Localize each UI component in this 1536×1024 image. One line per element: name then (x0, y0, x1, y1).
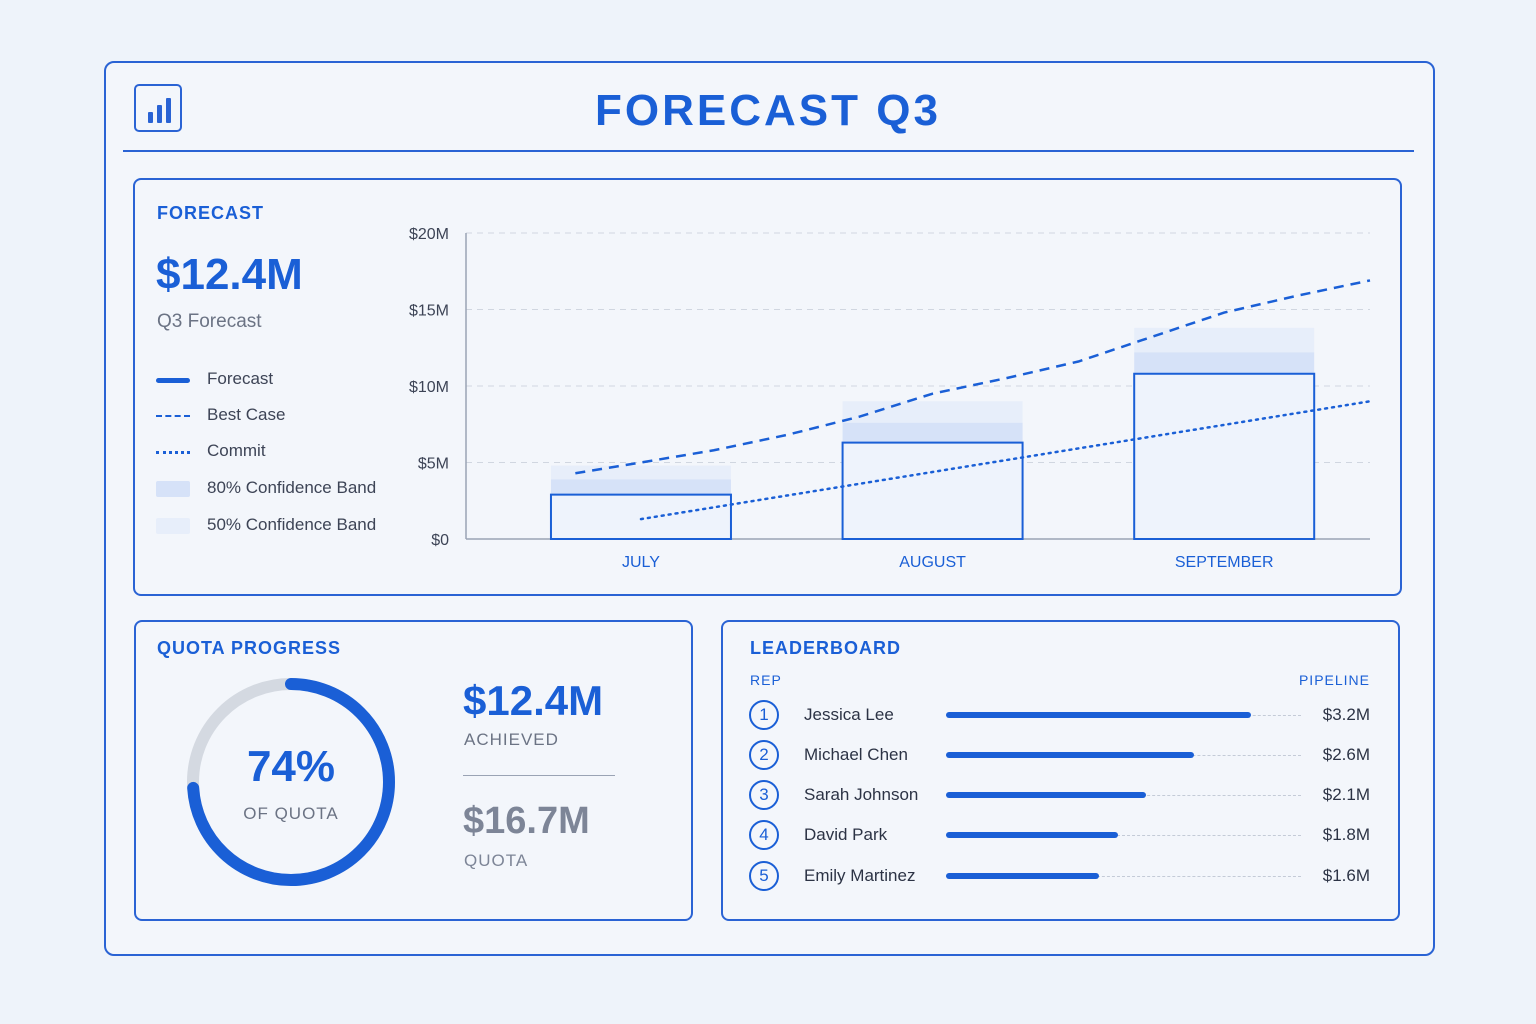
rep-name: Sarah Johnson (804, 785, 919, 804)
rep-name: Michael Chen (804, 745, 908, 764)
quota-section-label: QUOTA PROGRESS (157, 638, 342, 658)
legend-item-best-case: Best Case (156, 405, 396, 427)
legend-item-band-80: 80% Confidence Band (156, 478, 396, 500)
x-tick-label: JULY (622, 554, 660, 571)
forecast-section-label: FORECAST (157, 203, 264, 223)
band-50 (842, 401, 1023, 423)
quota-percent-label: OF QUOTA (243, 804, 339, 823)
pipeline-bar (946, 792, 1147, 798)
x-tick-label: SEPTEMBER (1175, 554, 1274, 571)
leaderboard-row[interactable]: 2 Michael Chen $2.6M (749, 740, 1374, 772)
rank-badge: 3 (749, 780, 779, 810)
commit-line (639, 400, 1372, 521)
legend-swatch-dotted (156, 451, 190, 454)
pipeline-bar (946, 873, 1099, 879)
best-case-line (575, 279, 1371, 475)
rank-badge: 5 (749, 861, 779, 891)
legend-swatch-solid (156, 378, 190, 383)
y-tick-label: $5M (418, 456, 449, 473)
leaderboard-row[interactable]: 5 Emily Martinez $1.6M (749, 861, 1374, 893)
pipeline-value: $1.8M (1322, 825, 1370, 844)
legend-swatch-band-50 (156, 518, 190, 534)
legend-swatch-band-80 (156, 481, 190, 497)
pipeline-value: $2.6M (1322, 745, 1370, 764)
leaderboard-panel (721, 620, 1400, 921)
forecast-bar (841, 441, 1024, 540)
page-title: FORECAST Q3 (595, 86, 941, 135)
y-tick-label: $0 (431, 532, 449, 549)
leaderboard-row[interactable]: 4 David Park $1.8M (749, 820, 1374, 852)
legend-label: Commit (207, 441, 266, 460)
pipeline-track (946, 835, 1301, 836)
bar-chart-icon[interactable] (134, 84, 182, 132)
pipeline-value: $1.6M (1322, 866, 1370, 885)
quota-panel (134, 620, 693, 921)
rep-name: Jessica Lee (804, 705, 894, 724)
pipeline-bar (946, 752, 1194, 758)
donut-progress-arc (187, 678, 395, 886)
legend-item-forecast: Forecast (156, 369, 396, 391)
quota-percent: 74% (246, 742, 336, 791)
band-80 (550, 479, 731, 495)
legend-label: 50% Confidence Band (207, 515, 377, 534)
pipeline-bar (946, 832, 1118, 838)
x-tick-label: AUGUST (899, 554, 966, 571)
rank-badge: 2 (749, 740, 779, 770)
leaderboard-row[interactable]: 3 Sarah Johnson $2.1M (749, 780, 1374, 812)
legend-label: Best Case (207, 405, 286, 424)
y-tick-label: $20M (409, 226, 449, 243)
y-tick-label: $15M (409, 303, 449, 320)
quota-donut (187, 678, 395, 886)
band-80 (842, 422, 1023, 443)
pipeline-value: $2.1M (1322, 785, 1370, 804)
forecast-bar (549, 493, 732, 541)
pipeline-track (946, 876, 1301, 877)
rep-name: David Park (804, 825, 888, 844)
quota-divider (463, 775, 615, 776)
band-80 (1134, 352, 1315, 374)
forecast-bar (1133, 372, 1316, 541)
forecast-value-label: Q3 Forecast (157, 311, 262, 332)
leaderboard-row[interactable]: 1 Jessica Lee $3.2M (749, 700, 1374, 732)
legend-item-commit: Commit (156, 441, 396, 463)
legend-label: Forecast (207, 369, 274, 388)
quota-value: $16.7M (463, 800, 590, 842)
leaderboard-section-label: LEADERBOARD (750, 638, 902, 658)
legend-item-band-50: 50% Confidence Band (156, 515, 396, 537)
achieved-label: ACHIEVED (464, 730, 559, 749)
rank-badge: 1 (749, 700, 779, 730)
achieved-value: $12.4M (463, 677, 604, 724)
pipeline-value: $3.2M (1322, 705, 1370, 724)
rank-badge: 4 (749, 820, 779, 850)
column-header-pipeline: PIPELINE (1298, 672, 1370, 688)
quota-label: QUOTA (464, 851, 529, 870)
legend-swatch-dashed (156, 415, 190, 417)
forecast-value: $12.4M (156, 250, 303, 299)
rep-name: Emily Martinez (804, 866, 916, 885)
band-50 (1134, 327, 1315, 353)
title-divider (123, 150, 1414, 152)
column-header-rep: REP (750, 672, 782, 688)
y-tick-label: $10M (409, 379, 449, 396)
pipeline-bar (946, 712, 1251, 718)
legend-label: 80% Confidence Band (207, 478, 377, 497)
